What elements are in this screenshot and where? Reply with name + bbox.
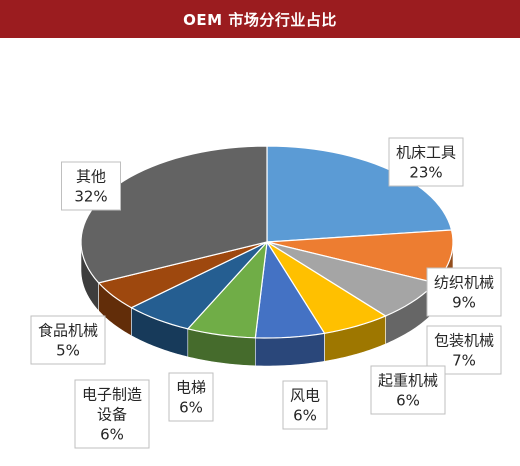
pie-label-食品机械: 食品机械 5% [30,315,106,365]
chart-title: OEM 市场分行业占比 [0,0,520,38]
pie-label-value: 32% [74,188,107,206]
pie-label-name: 设备 [97,406,127,424]
pie-label-name: 纺织机械 [434,274,494,292]
pie-label-value: 7% [452,352,476,370]
pie-label-box [30,315,106,365]
pie-slice-电子制造设备 [130,241,268,330]
pie-slice-风电 [254,240,326,339]
pie-label-value: 6% [396,392,420,410]
pie-label-value: 9% [452,294,476,312]
pie-label-box [61,161,121,211]
pie-label-value: 6% [100,426,124,444]
pie-label-name: 食品机械 [38,322,98,340]
pie-label-box [74,379,150,449]
pie-label-name: 包装机械 [434,332,494,350]
pie-label-value: 5% [56,342,80,360]
pie-label-name: 风电 [290,387,320,405]
pie-label-name: 机床工具 [396,144,456,162]
pie-label-name: 其他 [76,168,106,186]
pie-label-电梯: 电梯 6% [168,372,214,422]
pie-label-box [168,372,214,422]
pie-slice-食品机械 [97,241,268,309]
pie-label-name: 电子制造 [82,386,142,404]
pie-label-box [282,380,328,430]
pie-label-风电: 风电 6% [282,380,328,430]
pie-label-name: 起重机械 [378,372,438,390]
pie-slice-电梯 [186,240,268,339]
pie-label-起重机械: 起重机械 6% [370,365,446,415]
pie-slice-起重机械 [266,241,387,334]
pie-label-box [426,267,502,317]
pie-top [80,145,454,339]
pie-label-机床工具: 机床工具 23% [388,137,464,187]
pie-label-其他: 其他 32% [61,161,121,211]
pie-label-纺织机械: 纺织机械 9% [426,267,502,317]
pie-label-box [370,365,446,415]
pie-label-name: 电梯 [176,379,206,397]
pie-label-value: 23% [409,164,442,182]
pie-label-value: 6% [179,399,203,417]
pie-label-value: 6% [293,407,317,425]
pie-label-box [388,137,464,187]
